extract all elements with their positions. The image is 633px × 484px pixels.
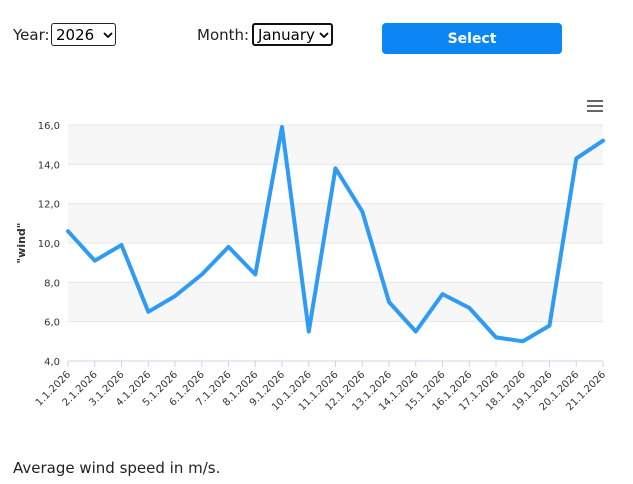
- y-tick-label: 4,0: [44, 357, 60, 368]
- month-select[interactable]: January: [252, 23, 333, 46]
- year-select[interactable]: 2026: [51, 23, 116, 46]
- chart-caption: Average wind speed in m/s.: [13, 459, 221, 477]
- y-tick-label: 10,0: [38, 239, 60, 250]
- filter-controls: Year: 2026 Month: January Select: [0, 0, 633, 70]
- year-select-value: 2026: [56, 25, 95, 44]
- y-tick-label: 8,0: [44, 278, 60, 289]
- y-tick-label: 14,0: [38, 160, 60, 171]
- year-label: Year:: [13, 26, 50, 44]
- y-axis-title: "wind": [15, 222, 28, 263]
- plot-band: [68, 125, 603, 165]
- chevron-down-icon: [103, 31, 113, 38]
- month-select-value: January: [258, 25, 315, 44]
- chevron-down-icon: [319, 31, 329, 38]
- plot-band: [68, 282, 603, 322]
- wind-line-chart: 4,06,08,010,012,014,016,01.1.20262.1.202…: [15, 121, 608, 413]
- y-tick-label: 12,0: [38, 200, 60, 211]
- select-button[interactable]: Select: [382, 23, 562, 54]
- month-label: Month:: [197, 26, 250, 44]
- y-tick-label: 6,0: [44, 318, 60, 329]
- y-tick-label: 16,0: [38, 121, 60, 132]
- plot-band: [68, 203, 603, 243]
- hamburger-menu-icon[interactable]: [587, 100, 603, 112]
